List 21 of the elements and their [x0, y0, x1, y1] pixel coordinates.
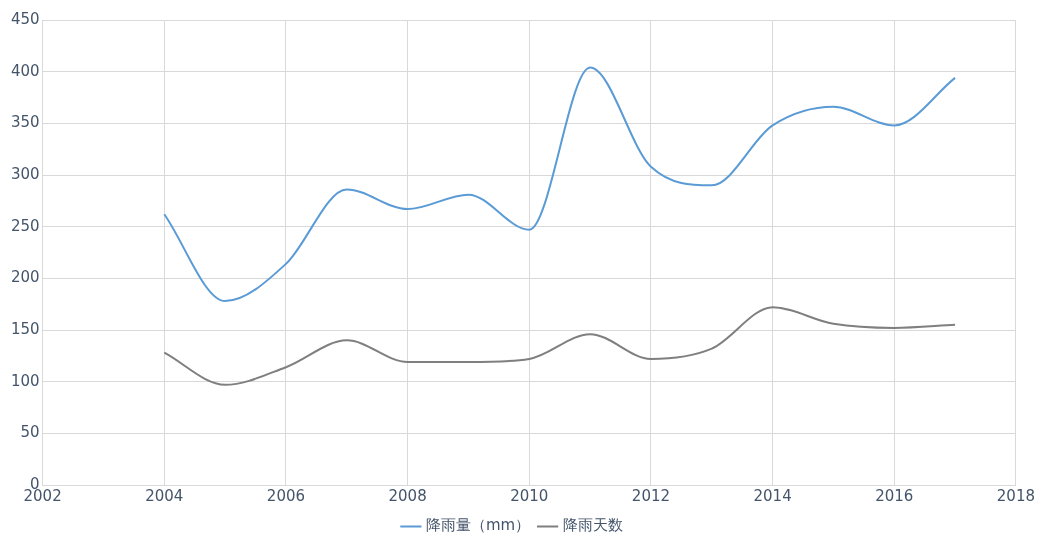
- y-tick-label: 350: [10, 113, 40, 132]
- y-tick-label: 400: [10, 61, 40, 80]
- x-tick-label: 2006: [266, 486, 306, 505]
- x-tick-label: 2004: [145, 486, 184, 505]
- legend-label: 降雨天数: [562, 516, 623, 535]
- x-tick-label: 2010: [510, 486, 549, 505]
- x-tick-label: 2018: [996, 486, 1036, 505]
- y-tick-label: 250: [10, 216, 40, 235]
- y-tick-label: 300: [10, 164, 40, 183]
- x-tick-label: 2014: [753, 486, 792, 505]
- line-series: [163, 66, 957, 303]
- x-tick-label: 2008: [388, 486, 427, 505]
- line-series: [163, 306, 957, 386]
- y-tick-label: 100: [10, 371, 40, 390]
- y-tick-label: 450: [10, 9, 40, 28]
- x-tick-label: 2016: [875, 486, 914, 505]
- y-tick-label: 200: [10, 268, 40, 287]
- y-tick-label: 50: [20, 423, 40, 442]
- legend-label: 降雨量（mm）: [425, 516, 531, 535]
- x-tick-label: 2012: [631, 486, 671, 505]
- y-tick-label: 150: [10, 319, 40, 338]
